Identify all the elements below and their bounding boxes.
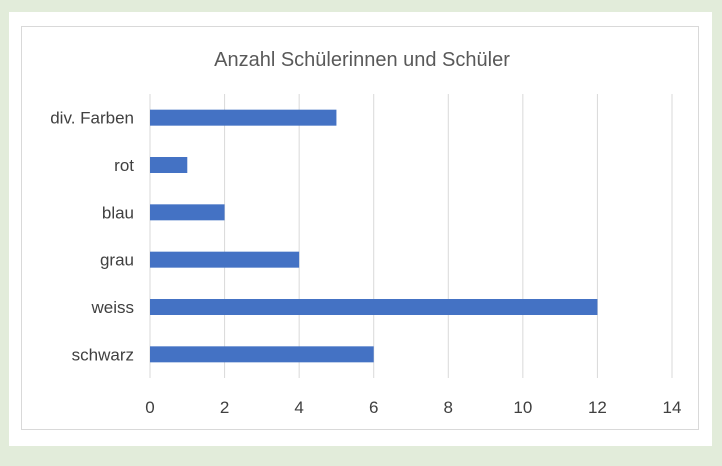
category-label: blau: [102, 203, 134, 222]
gridlines: [149, 94, 673, 378]
bar: [150, 109, 337, 126]
x-tick-label: 10: [513, 398, 532, 417]
x-tick-label: 2: [220, 398, 229, 417]
x-tick-label: 12: [588, 398, 607, 417]
bar: [150, 204, 225, 221]
bar: [150, 157, 188, 173]
x-tick-labels: 0 2 4 6 8 10 12 14: [145, 398, 681, 417]
x-tick-label: 8: [444, 398, 453, 417]
x-tick-label: 0: [145, 398, 154, 417]
bar: [150, 346, 374, 363]
chart-title: Anzahl Schülerinnen und Schüler: [214, 49, 510, 71]
x-tick-label: 6: [369, 398, 378, 417]
x-tick-label: 4: [294, 398, 303, 417]
category-label: schwarz: [72, 345, 134, 364]
category-label: rot: [114, 156, 134, 175]
bar: [150, 299, 598, 315]
bar: [150, 251, 300, 268]
category-label: weiss: [90, 298, 134, 317]
category-labels: div. Farben rot blau grau weiss schwarz: [50, 109, 134, 365]
category-label: div. Farben: [50, 109, 134, 128]
x-tick-label: 14: [663, 398, 682, 417]
bars: [150, 109, 598, 363]
chart-panel: [9, 12, 712, 446]
category-label: grau: [100, 251, 134, 270]
chart-frame: [21, 26, 699, 430]
